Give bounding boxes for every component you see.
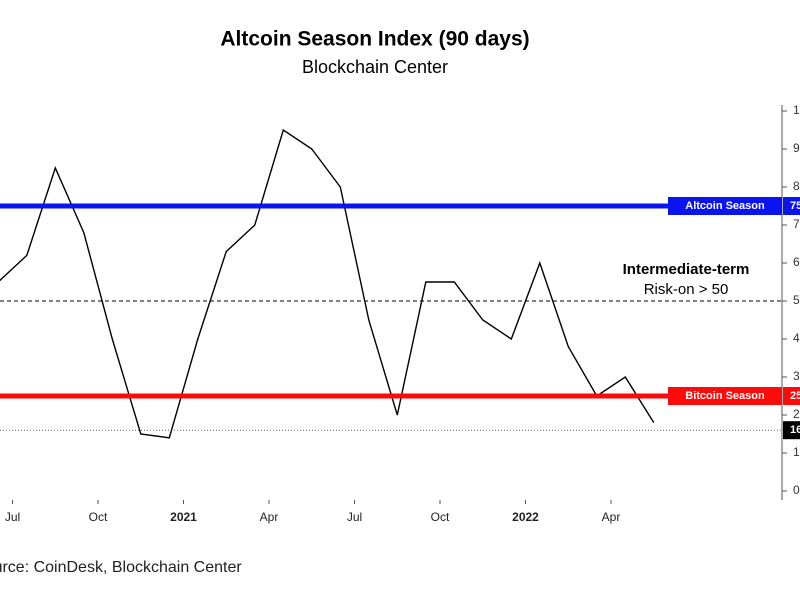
x-tick-label: Oct: [89, 510, 108, 524]
value-label: 75: [790, 200, 800, 212]
reference-label-box: [668, 197, 782, 215]
y-tick-label: 80: [793, 179, 800, 193]
series-line: [0, 128, 655, 439]
y-tick-label: 40: [793, 331, 800, 345]
value-label: 25: [790, 390, 800, 402]
chart-subtitle: Blockchain Center: [302, 57, 448, 77]
chart-title: Altcoin Season Index (90 days): [220, 28, 529, 51]
reference-label: Altcoin Season: [685, 200, 765, 212]
x-tick-label: Jul: [347, 510, 362, 524]
value-box: [783, 197, 800, 215]
x-tick-label: Apr: [260, 510, 279, 524]
y-tick-label: 30: [793, 369, 800, 383]
y-tick-label: 90: [793, 141, 800, 155]
annotation: Risk-on > 50: [644, 281, 729, 298]
source: Source: CoinDesk, Blockchain Center: [0, 559, 242, 576]
y-tick-label: 70: [793, 217, 800, 231]
annotation: Intermediate-term: [623, 261, 750, 278]
x-tick-label: Apr: [602, 510, 621, 524]
y-tick-label: 100: [793, 103, 800, 117]
reference-label: Bitcoin Season: [685, 390, 765, 402]
y-tick-label: 10: [793, 445, 800, 459]
x-tick-label: Jul: [5, 510, 20, 524]
x-tick-label: 2022: [512, 510, 539, 524]
x-tick-label: Oct: [431, 510, 450, 524]
value-box: [783, 387, 800, 405]
y-tick-label: 50: [793, 293, 800, 307]
reference-label-box: [668, 387, 782, 405]
x-tick-label: 2021: [170, 510, 197, 524]
y-tick-label: 60: [793, 255, 800, 269]
current-box: [783, 421, 800, 440]
y-tick-label: 0: [793, 483, 800, 497]
y-tick-label: 20: [793, 407, 800, 421]
current-label: 16: [790, 424, 800, 436]
